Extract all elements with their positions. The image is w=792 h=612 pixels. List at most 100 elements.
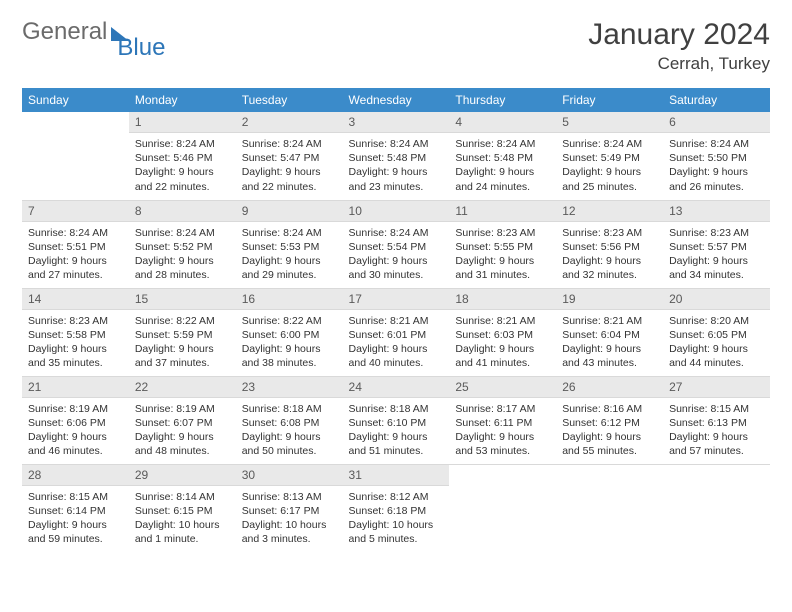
calendar-week-row: 14Sunrise: 8:23 AMSunset: 5:58 PMDayligh… (22, 288, 770, 376)
weekday-header: Sunday (22, 88, 129, 112)
day-number: 28 (22, 465, 129, 486)
day-number: 16 (236, 289, 343, 310)
day-number: 3 (343, 112, 450, 133)
day-details: Sunrise: 8:23 AMSunset: 5:56 PMDaylight:… (556, 222, 663, 287)
calendar-day-cell: 23Sunrise: 8:18 AMSunset: 6:08 PMDayligh… (236, 376, 343, 464)
day-number: 8 (129, 201, 236, 222)
day-details: Sunrise: 8:15 AMSunset: 6:13 PMDaylight:… (663, 398, 770, 463)
day-number: 23 (236, 377, 343, 398)
day-details: Sunrise: 8:17 AMSunset: 6:11 PMDaylight:… (449, 398, 556, 463)
day-number: 22 (129, 377, 236, 398)
calendar-day-cell (663, 464, 770, 552)
day-number: 11 (449, 201, 556, 222)
calendar-day-cell: 13Sunrise: 8:23 AMSunset: 5:57 PMDayligh… (663, 200, 770, 288)
calendar-day-cell: 7Sunrise: 8:24 AMSunset: 5:51 PMDaylight… (22, 200, 129, 288)
day-number: 2 (236, 112, 343, 133)
day-details: Sunrise: 8:12 AMSunset: 6:18 PMDaylight:… (343, 486, 450, 551)
calendar-table: SundayMondayTuesdayWednesdayThursdayFrid… (22, 88, 770, 552)
calendar-day-cell: 17Sunrise: 8:21 AMSunset: 6:01 PMDayligh… (343, 288, 450, 376)
day-number: 12 (556, 201, 663, 222)
day-details: Sunrise: 8:19 AMSunset: 6:07 PMDaylight:… (129, 398, 236, 463)
day-details: Sunrise: 8:21 AMSunset: 6:04 PMDaylight:… (556, 310, 663, 375)
day-number: 31 (343, 465, 450, 486)
calendar-day-cell: 24Sunrise: 8:18 AMSunset: 6:10 PMDayligh… (343, 376, 450, 464)
day-details: Sunrise: 8:21 AMSunset: 6:03 PMDaylight:… (449, 310, 556, 375)
day-details: Sunrise: 8:13 AMSunset: 6:17 PMDaylight:… (236, 486, 343, 551)
day-number: 20 (663, 289, 770, 310)
calendar-day-cell: 4Sunrise: 8:24 AMSunset: 5:48 PMDaylight… (449, 112, 556, 200)
calendar-header-row: SundayMondayTuesdayWednesdayThursdayFrid… (22, 88, 770, 112)
calendar-day-cell: 16Sunrise: 8:22 AMSunset: 6:00 PMDayligh… (236, 288, 343, 376)
day-number: 19 (556, 289, 663, 310)
calendar-day-cell: 19Sunrise: 8:21 AMSunset: 6:04 PMDayligh… (556, 288, 663, 376)
calendar-day-cell: 29Sunrise: 8:14 AMSunset: 6:15 PMDayligh… (129, 464, 236, 552)
day-details: Sunrise: 8:14 AMSunset: 6:15 PMDaylight:… (129, 486, 236, 551)
day-number: 10 (343, 201, 450, 222)
day-details: Sunrise: 8:24 AMSunset: 5:48 PMDaylight:… (449, 133, 556, 198)
weekday-header: Wednesday (343, 88, 450, 112)
day-details: Sunrise: 8:24 AMSunset: 5:50 PMDaylight:… (663, 133, 770, 198)
logo-text-2: Blue (117, 34, 165, 62)
day-number: 25 (449, 377, 556, 398)
location: Cerrah, Turkey (588, 54, 770, 74)
day-details: Sunrise: 8:18 AMSunset: 6:10 PMDaylight:… (343, 398, 450, 463)
header: General Blue January 2024 Cerrah, Turkey (22, 18, 770, 74)
day-details: Sunrise: 8:24 AMSunset: 5:47 PMDaylight:… (236, 133, 343, 198)
day-details: Sunrise: 8:24 AMSunset: 5:46 PMDaylight:… (129, 133, 236, 198)
weekday-header: Tuesday (236, 88, 343, 112)
day-number: 24 (343, 377, 450, 398)
day-number: 5 (556, 112, 663, 133)
day-details: Sunrise: 8:19 AMSunset: 6:06 PMDaylight:… (22, 398, 129, 463)
calendar-body: 1Sunrise: 8:24 AMSunset: 5:46 PMDaylight… (22, 112, 770, 552)
day-number: 29 (129, 465, 236, 486)
calendar-day-cell: 27Sunrise: 8:15 AMSunset: 6:13 PMDayligh… (663, 376, 770, 464)
calendar-day-cell: 3Sunrise: 8:24 AMSunset: 5:48 PMDaylight… (343, 112, 450, 200)
weekday-header: Monday (129, 88, 236, 112)
day-details: Sunrise: 8:24 AMSunset: 5:51 PMDaylight:… (22, 222, 129, 287)
calendar-week-row: 1Sunrise: 8:24 AMSunset: 5:46 PMDaylight… (22, 112, 770, 200)
calendar-day-cell: 5Sunrise: 8:24 AMSunset: 5:49 PMDaylight… (556, 112, 663, 200)
day-details: Sunrise: 8:24 AMSunset: 5:48 PMDaylight:… (343, 133, 450, 198)
day-details: Sunrise: 8:24 AMSunset: 5:53 PMDaylight:… (236, 222, 343, 287)
day-number: 4 (449, 112, 556, 133)
calendar-day-cell: 1Sunrise: 8:24 AMSunset: 5:46 PMDaylight… (129, 112, 236, 200)
weekday-header: Saturday (663, 88, 770, 112)
calendar-day-cell (556, 464, 663, 552)
calendar-day-cell (449, 464, 556, 552)
day-details: Sunrise: 8:18 AMSunset: 6:08 PMDaylight:… (236, 398, 343, 463)
day-number: 21 (22, 377, 129, 398)
day-number: 1 (129, 112, 236, 133)
day-details: Sunrise: 8:23 AMSunset: 5:55 PMDaylight:… (449, 222, 556, 287)
calendar-day-cell: 11Sunrise: 8:23 AMSunset: 5:55 PMDayligh… (449, 200, 556, 288)
calendar-day-cell: 9Sunrise: 8:24 AMSunset: 5:53 PMDaylight… (236, 200, 343, 288)
title-block: January 2024 Cerrah, Turkey (588, 18, 770, 74)
day-number: 26 (556, 377, 663, 398)
calendar-day-cell: 10Sunrise: 8:24 AMSunset: 5:54 PMDayligh… (343, 200, 450, 288)
calendar-day-cell (22, 112, 129, 200)
calendar-day-cell: 26Sunrise: 8:16 AMSunset: 6:12 PMDayligh… (556, 376, 663, 464)
day-number: 18 (449, 289, 556, 310)
calendar-day-cell: 25Sunrise: 8:17 AMSunset: 6:11 PMDayligh… (449, 376, 556, 464)
day-number: 6 (663, 112, 770, 133)
calendar-day-cell: 18Sunrise: 8:21 AMSunset: 6:03 PMDayligh… (449, 288, 556, 376)
calendar-day-cell: 2Sunrise: 8:24 AMSunset: 5:47 PMDaylight… (236, 112, 343, 200)
day-details: Sunrise: 8:24 AMSunset: 5:52 PMDaylight:… (129, 222, 236, 287)
calendar-week-row: 21Sunrise: 8:19 AMSunset: 6:06 PMDayligh… (22, 376, 770, 464)
day-details: Sunrise: 8:24 AMSunset: 5:54 PMDaylight:… (343, 222, 450, 287)
calendar-day-cell: 20Sunrise: 8:20 AMSunset: 6:05 PMDayligh… (663, 288, 770, 376)
day-number: 14 (22, 289, 129, 310)
calendar-day-cell: 22Sunrise: 8:19 AMSunset: 6:07 PMDayligh… (129, 376, 236, 464)
calendar-day-cell: 8Sunrise: 8:24 AMSunset: 5:52 PMDaylight… (129, 200, 236, 288)
day-details: Sunrise: 8:21 AMSunset: 6:01 PMDaylight:… (343, 310, 450, 375)
day-number: 9 (236, 201, 343, 222)
calendar-day-cell: 21Sunrise: 8:19 AMSunset: 6:06 PMDayligh… (22, 376, 129, 464)
calendar-day-cell: 15Sunrise: 8:22 AMSunset: 5:59 PMDayligh… (129, 288, 236, 376)
day-details: Sunrise: 8:20 AMSunset: 6:05 PMDaylight:… (663, 310, 770, 375)
day-details: Sunrise: 8:16 AMSunset: 6:12 PMDaylight:… (556, 398, 663, 463)
calendar-day-cell: 6Sunrise: 8:24 AMSunset: 5:50 PMDaylight… (663, 112, 770, 200)
calendar-day-cell: 30Sunrise: 8:13 AMSunset: 6:17 PMDayligh… (236, 464, 343, 552)
calendar-day-cell: 14Sunrise: 8:23 AMSunset: 5:58 PMDayligh… (22, 288, 129, 376)
day-details: Sunrise: 8:23 AMSunset: 5:58 PMDaylight:… (22, 310, 129, 375)
month-title: January 2024 (588, 18, 770, 52)
day-details: Sunrise: 8:22 AMSunset: 5:59 PMDaylight:… (129, 310, 236, 375)
